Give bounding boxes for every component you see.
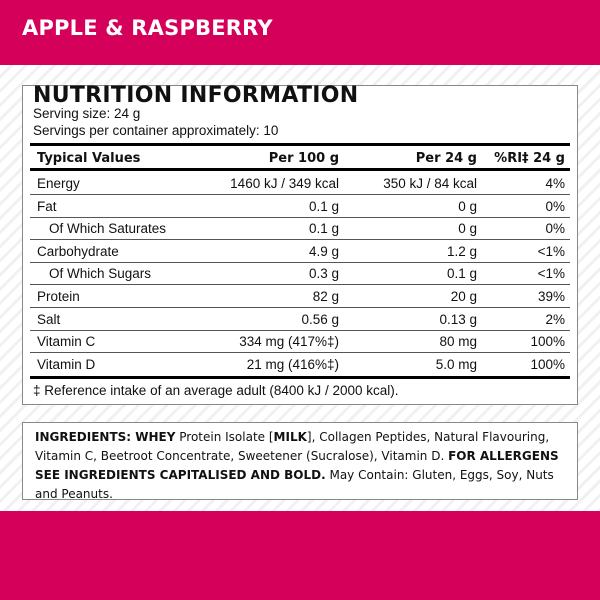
table-row: Vitamin C 334 mg (417%‡) 80 mg 100% [30, 330, 570, 352]
divider [30, 143, 570, 146]
flavour-title: APPLE & RASPBERRY [22, 16, 273, 40]
nutrient-value: 334 mg (417%‡) [239, 334, 339, 350]
may-contain: May Contain: Gluten, Eggs, Soy, Nuts and… [35, 468, 554, 501]
nutrient-value: 100% [530, 334, 565, 350]
ingredients-text: ], Collagen Peptides, Natural Flavouring… [35, 430, 550, 463]
flavour-banner: APPLE & RASPBERRY [0, 0, 600, 65]
nutrient-value: 80 mg [439, 334, 477, 350]
nutrient-name: Fat [37, 198, 57, 214]
row-divider [30, 307, 570, 308]
bottom-band [0, 511, 600, 600]
header-cell: %RI‡ 24 g [494, 151, 565, 166]
nutrient-name: Of Which Sugars [49, 266, 152, 282]
row-divider [30, 329, 570, 331]
servings-per-container: Servings per container approximately: 10 [33, 123, 279, 138]
nutrient-value: 21 mg (416%‡) [246, 356, 339, 372]
table-row: Salt 0.56 g 0.13 g 2% [30, 308, 570, 330]
table-row: Energy 1460 kJ / 349 kcal 350 kJ / 84 kcal… [30, 172, 570, 194]
nutrient-value: 82 g [312, 289, 339, 304]
nutrient-value: 0.13 g [439, 311, 477, 327]
footnote: ‡ Reference intake of an average adult (… [33, 383, 399, 398]
nutrient-name: Energy [37, 176, 80, 191]
nutrient-name: Protein [37, 289, 80, 304]
nutrient-name: Salt [37, 311, 61, 327]
nutrient-value: <1% [537, 243, 565, 259]
nutrient-value: 0 g [458, 221, 477, 237]
nutrient-value: 4.9 g [308, 243, 339, 259]
nutrient-name: Of Which Saturates [49, 221, 167, 237]
header-cell: Per 100 g [268, 151, 339, 166]
allergen-milk: MILK [273, 430, 307, 444]
nutrition-panel: NUTRITION INFORMATION Serving size: 24 g… [22, 83, 578, 405]
row-divider [30, 194, 570, 195]
table-row: Carbohydrate 4.9 g 1.2 g <1% [30, 240, 570, 262]
nutrient-value: 0% [545, 198, 565, 214]
nutrient-value: 0.3 g [308, 266, 339, 282]
row-divider [30, 352, 570, 354]
row-divider [30, 261, 570, 263]
header-cell: Typical Values [37, 151, 141, 166]
row-divider [30, 284, 570, 286]
serving-size: Serving size: 24 g [33, 106, 141, 121]
nutrient-value: 1460 kJ / 349 kcal [230, 176, 339, 191]
table-header: Typical Values Per 100 g Per 24 g %RI‡ 2… [30, 147, 570, 169]
nutrition-title: NUTRITION INFORMATION [33, 83, 359, 108]
nutrient-value: 100% [530, 356, 565, 372]
divider [30, 168, 570, 171]
table-row: Protein 82 g 20 g 39% [30, 285, 570, 307]
row-divider [30, 239, 570, 241]
nutrient-name: Vitamin C [37, 334, 96, 350]
nutrient-value: 39% [537, 289, 565, 304]
header-cell: Per 24 g [415, 151, 477, 166]
nutrient-value: 350 kJ / 84 kcal [383, 176, 477, 191]
nutrient-value: 20 g [450, 289, 477, 304]
nutrient-value: <1% [537, 266, 565, 282]
row-divider [30, 216, 570, 218]
nutrient-value: 2% [545, 311, 565, 327]
ingredients-label: INGREDIENTS: WHEY [35, 430, 176, 444]
nutrient-name: Carbohydrate [37, 243, 119, 259]
nutrient-value: 5.0 mg [435, 356, 477, 372]
divider [30, 376, 570, 379]
nutrient-value: 0 g [458, 198, 477, 214]
nutrient-value: 0.1 g [446, 266, 477, 282]
nutrient-value: 0.56 g [301, 311, 339, 327]
nutrient-value: 0.1 g [308, 221, 339, 237]
nutrient-value: 0% [545, 221, 565, 237]
table-row: Of Which Saturates 0.1 g 0 g 0% [30, 217, 570, 239]
table-row: Vitamin D 21 mg (416%‡) 5.0 mg 100% [30, 353, 570, 375]
ingredients-panel: INGREDIENTS: WHEY Protein Isolate [MILK]… [22, 422, 578, 501]
nutrient-value: 1.2 g [446, 243, 477, 259]
nutrient-name: Vitamin D [37, 356, 96, 372]
nutrient-value: 0.1 g [308, 198, 339, 214]
nutrient-value: 4% [545, 176, 565, 191]
allergen-notice: FOR ALLERGENS SEE INGREDIENTS CAPITALISE… [35, 449, 559, 482]
table-row: Fat 0.1 g 0 g 0% [30, 195, 570, 217]
ingredients-text: Protein Isolate [ [175, 430, 274, 444]
table-row: Of Which Sugars 0.3 g 0.1 g <1% [30, 262, 570, 284]
